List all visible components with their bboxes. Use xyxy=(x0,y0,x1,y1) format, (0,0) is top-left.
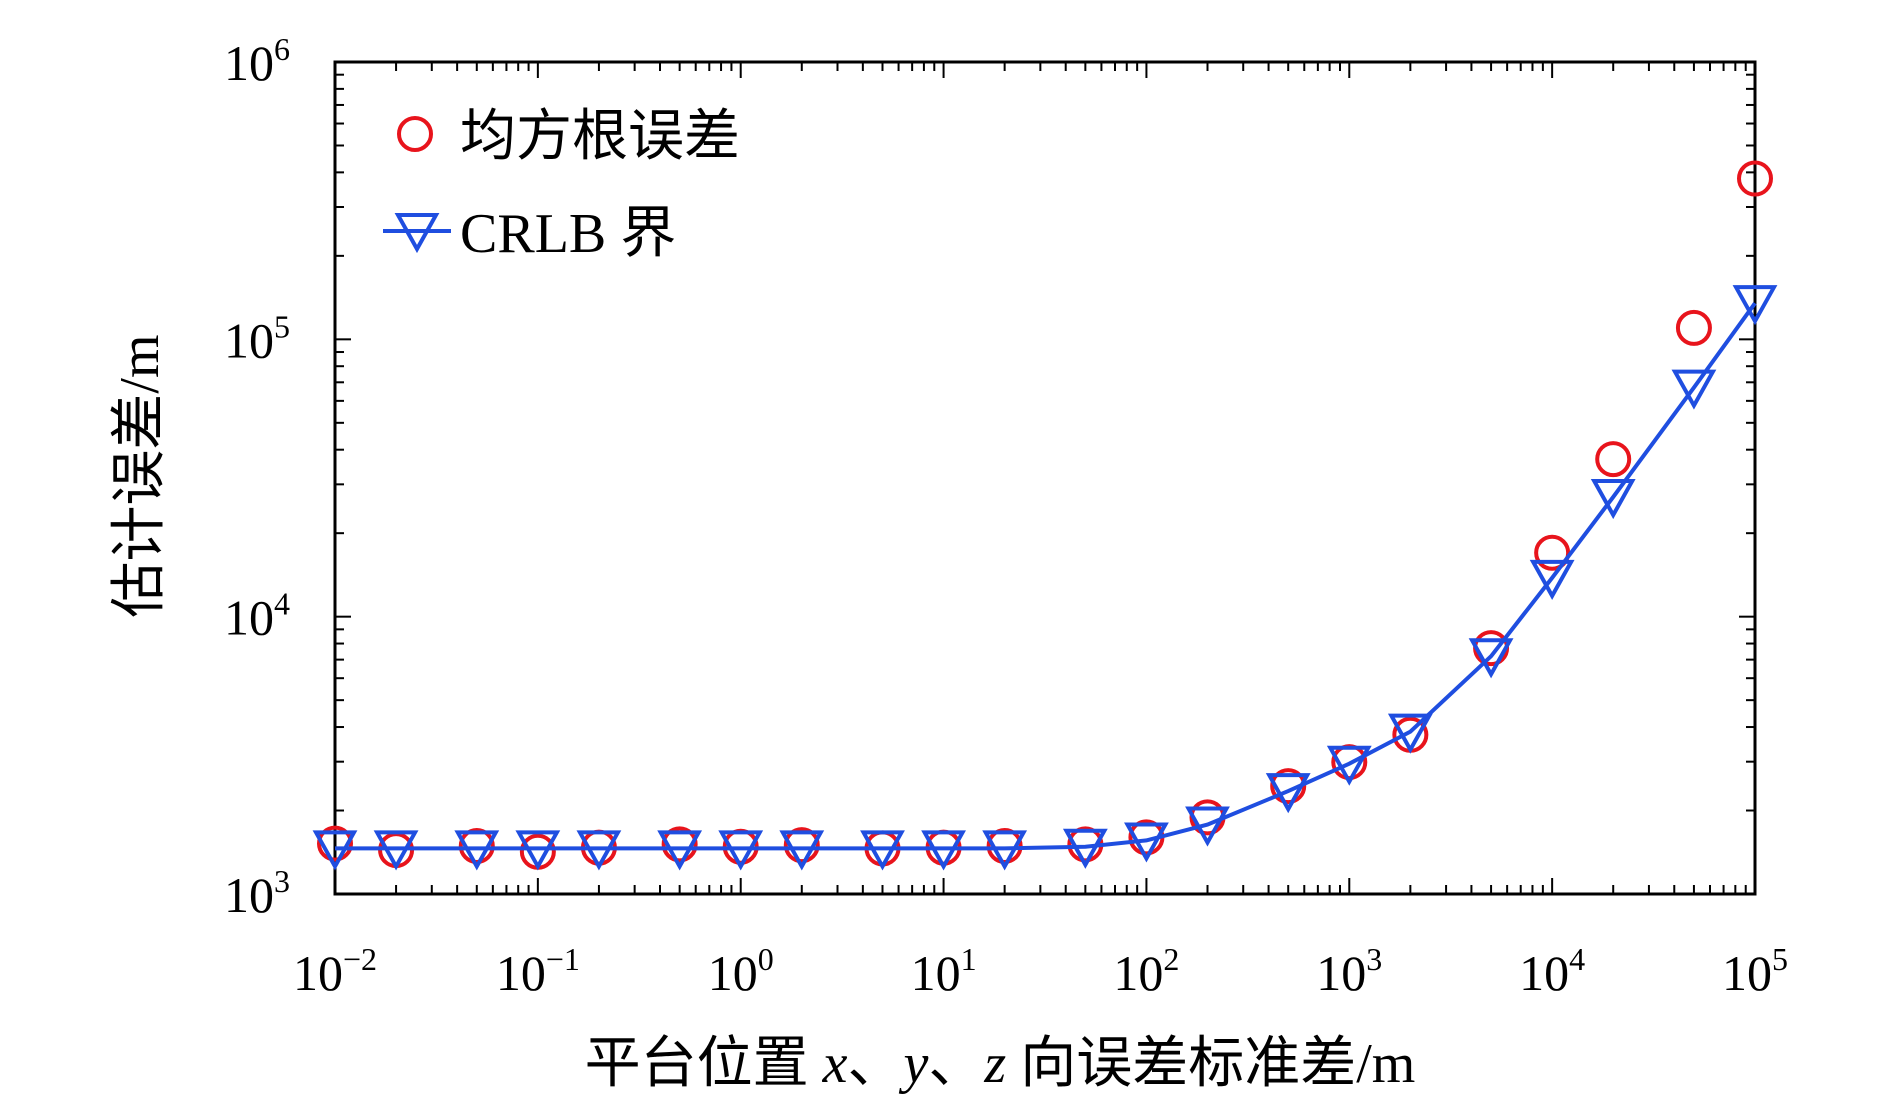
data-point-circle xyxy=(458,827,495,864)
data-point-triangle xyxy=(1387,713,1433,754)
data-point-triangle xyxy=(312,830,358,871)
data-point-triangle xyxy=(982,830,1028,871)
plot-border xyxy=(333,60,1757,896)
data-point-triangle xyxy=(373,830,419,871)
y-tick-label: 105 xyxy=(224,308,290,368)
data-point-circle xyxy=(1473,630,1510,667)
y-tick-label: 103 xyxy=(224,863,290,923)
data-point-triangle xyxy=(860,830,905,871)
data-point-triangle xyxy=(1185,806,1230,847)
series-layer xyxy=(312,160,1778,871)
legend-label-rmse: 均方根误差 xyxy=(460,106,740,168)
data-point-circle xyxy=(986,827,1023,864)
data-point-triangle xyxy=(1468,638,1514,679)
data-point-triangle xyxy=(1671,369,1717,410)
data-point-circle xyxy=(1595,441,1632,478)
data-point-triangle xyxy=(1062,828,1108,869)
data-point-triangle xyxy=(1529,559,1575,600)
x-tick-label: 104 xyxy=(1519,941,1585,1001)
plot-frame xyxy=(333,60,1757,896)
data-point-triangle xyxy=(1124,822,1169,863)
legend: 均方根误差 CRLB 界 xyxy=(383,106,740,265)
series-1 xyxy=(317,160,1773,870)
data-point-triangle xyxy=(779,830,825,871)
data-point-triangle xyxy=(718,830,764,871)
x-tick-label: 103 xyxy=(1316,941,1382,1001)
data-point-triangle xyxy=(1732,285,1778,326)
data-point-circle xyxy=(1675,309,1712,346)
data-point-triangle xyxy=(454,830,500,871)
data-point-triangle xyxy=(1326,745,1372,786)
data-point-triangle xyxy=(515,830,561,871)
x-tick-label: 10−2 xyxy=(293,941,377,1001)
series-line xyxy=(335,302,1757,851)
x-tick-label: 105 xyxy=(1722,941,1788,1001)
data-point-triangle xyxy=(576,830,622,871)
x-tick-label: 100 xyxy=(708,941,774,1001)
data-point-triangle xyxy=(1590,479,1636,520)
data-point-circle xyxy=(1534,534,1571,571)
y-tick-label: 106 xyxy=(224,31,290,91)
y-axis-ticks xyxy=(335,61,1755,895)
x-tick-label: 10−1 xyxy=(496,941,580,1001)
series-2 xyxy=(312,285,1778,871)
legend-marker-rmse xyxy=(397,116,433,152)
x-axis-tick-labels: 10−2 10−1 100 101 102 103 104 105 xyxy=(293,941,1788,1001)
y-axis-title: 估计误差/m xyxy=(109,334,171,617)
data-point-circle xyxy=(1737,160,1773,197)
y-tick-label: 104 xyxy=(224,586,290,646)
legend-label-crlb: CRLB 界 xyxy=(460,203,676,265)
data-point-circle xyxy=(661,826,698,863)
data-point-circle xyxy=(317,825,353,862)
legend-marker-crlb xyxy=(394,213,440,254)
data-point-triangle xyxy=(921,830,966,871)
data-point-circle xyxy=(783,827,820,864)
x-axis-ticks xyxy=(334,62,1756,894)
y-axis-tick-labels: 103 104 105 106 xyxy=(224,31,290,923)
x-tick-label: 101 xyxy=(911,941,977,1001)
x-tick-label: 102 xyxy=(1113,941,1179,1001)
data-point-triangle xyxy=(1265,773,1311,814)
data-point-triangle xyxy=(657,830,703,871)
x-axis-title: 平台位置 x、y、z 向误差标准差/m xyxy=(585,1033,1416,1095)
